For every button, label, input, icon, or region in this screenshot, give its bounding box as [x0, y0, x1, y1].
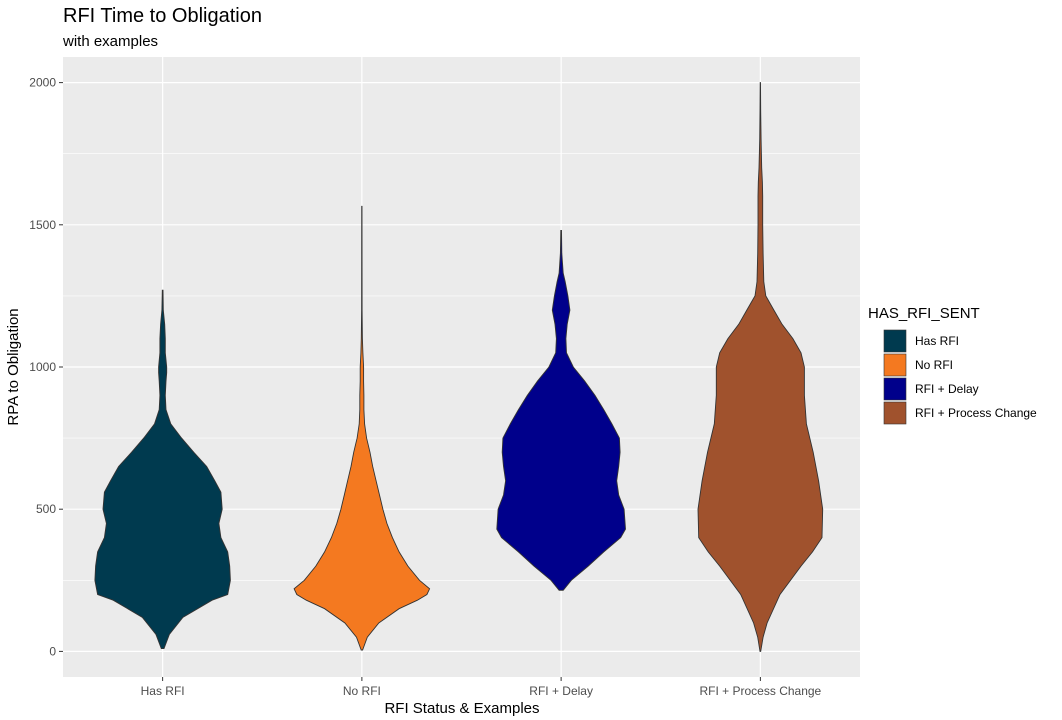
chart-title: RFI Time to Obligation	[63, 5, 262, 27]
y-tick-label: 2000	[29, 76, 56, 90]
legend-label: No RFI	[915, 358, 953, 372]
legend-label: RFI + Delay	[915, 382, 979, 396]
x-axis: Has RFI No RFI RFI + Delay RFI + Process Ch…	[141, 677, 822, 698]
legend: HAS_RFI_SENT Has RFI No RFI RFI + Delay RFI…	[868, 305, 1037, 425]
y-axis: 0 500 1000 1500 2000	[29, 76, 63, 658]
y-tick-label: 0	[49, 644, 56, 658]
legend-swatch	[883, 401, 907, 425]
y-tick-label: 500	[36, 502, 56, 516]
x-tick-label: Has RFI	[141, 684, 185, 698]
x-tick-label: RFI + Process Change	[700, 684, 822, 698]
chart-subtitle: with examples	[62, 33, 158, 50]
violins	[94, 82, 824, 652]
legend-swatch	[883, 353, 907, 377]
violin-has-rfi	[94, 289, 231, 650]
violin-rfi-delay	[496, 230, 626, 591]
x-tick-label: No RFI	[343, 684, 381, 698]
x-tick-label: RFI + Delay	[529, 684, 593, 698]
legend-title: HAS_RFI_SENT	[868, 305, 980, 322]
y-axis-title: RPA to Obligation	[5, 308, 22, 425]
violin-no-rfi	[293, 205, 431, 651]
x-axis-title: RFI Status & Examples	[384, 700, 539, 717]
y-tick-label: 1000	[29, 360, 56, 374]
legend-label: Has RFI	[915, 334, 959, 348]
violin-rfi-process-change	[697, 82, 824, 652]
y-tick-label: 1500	[29, 218, 56, 232]
legend-swatch	[883, 329, 907, 353]
legend-label: RFI + Process Change	[915, 406, 1037, 420]
legend-swatch	[883, 377, 907, 401]
